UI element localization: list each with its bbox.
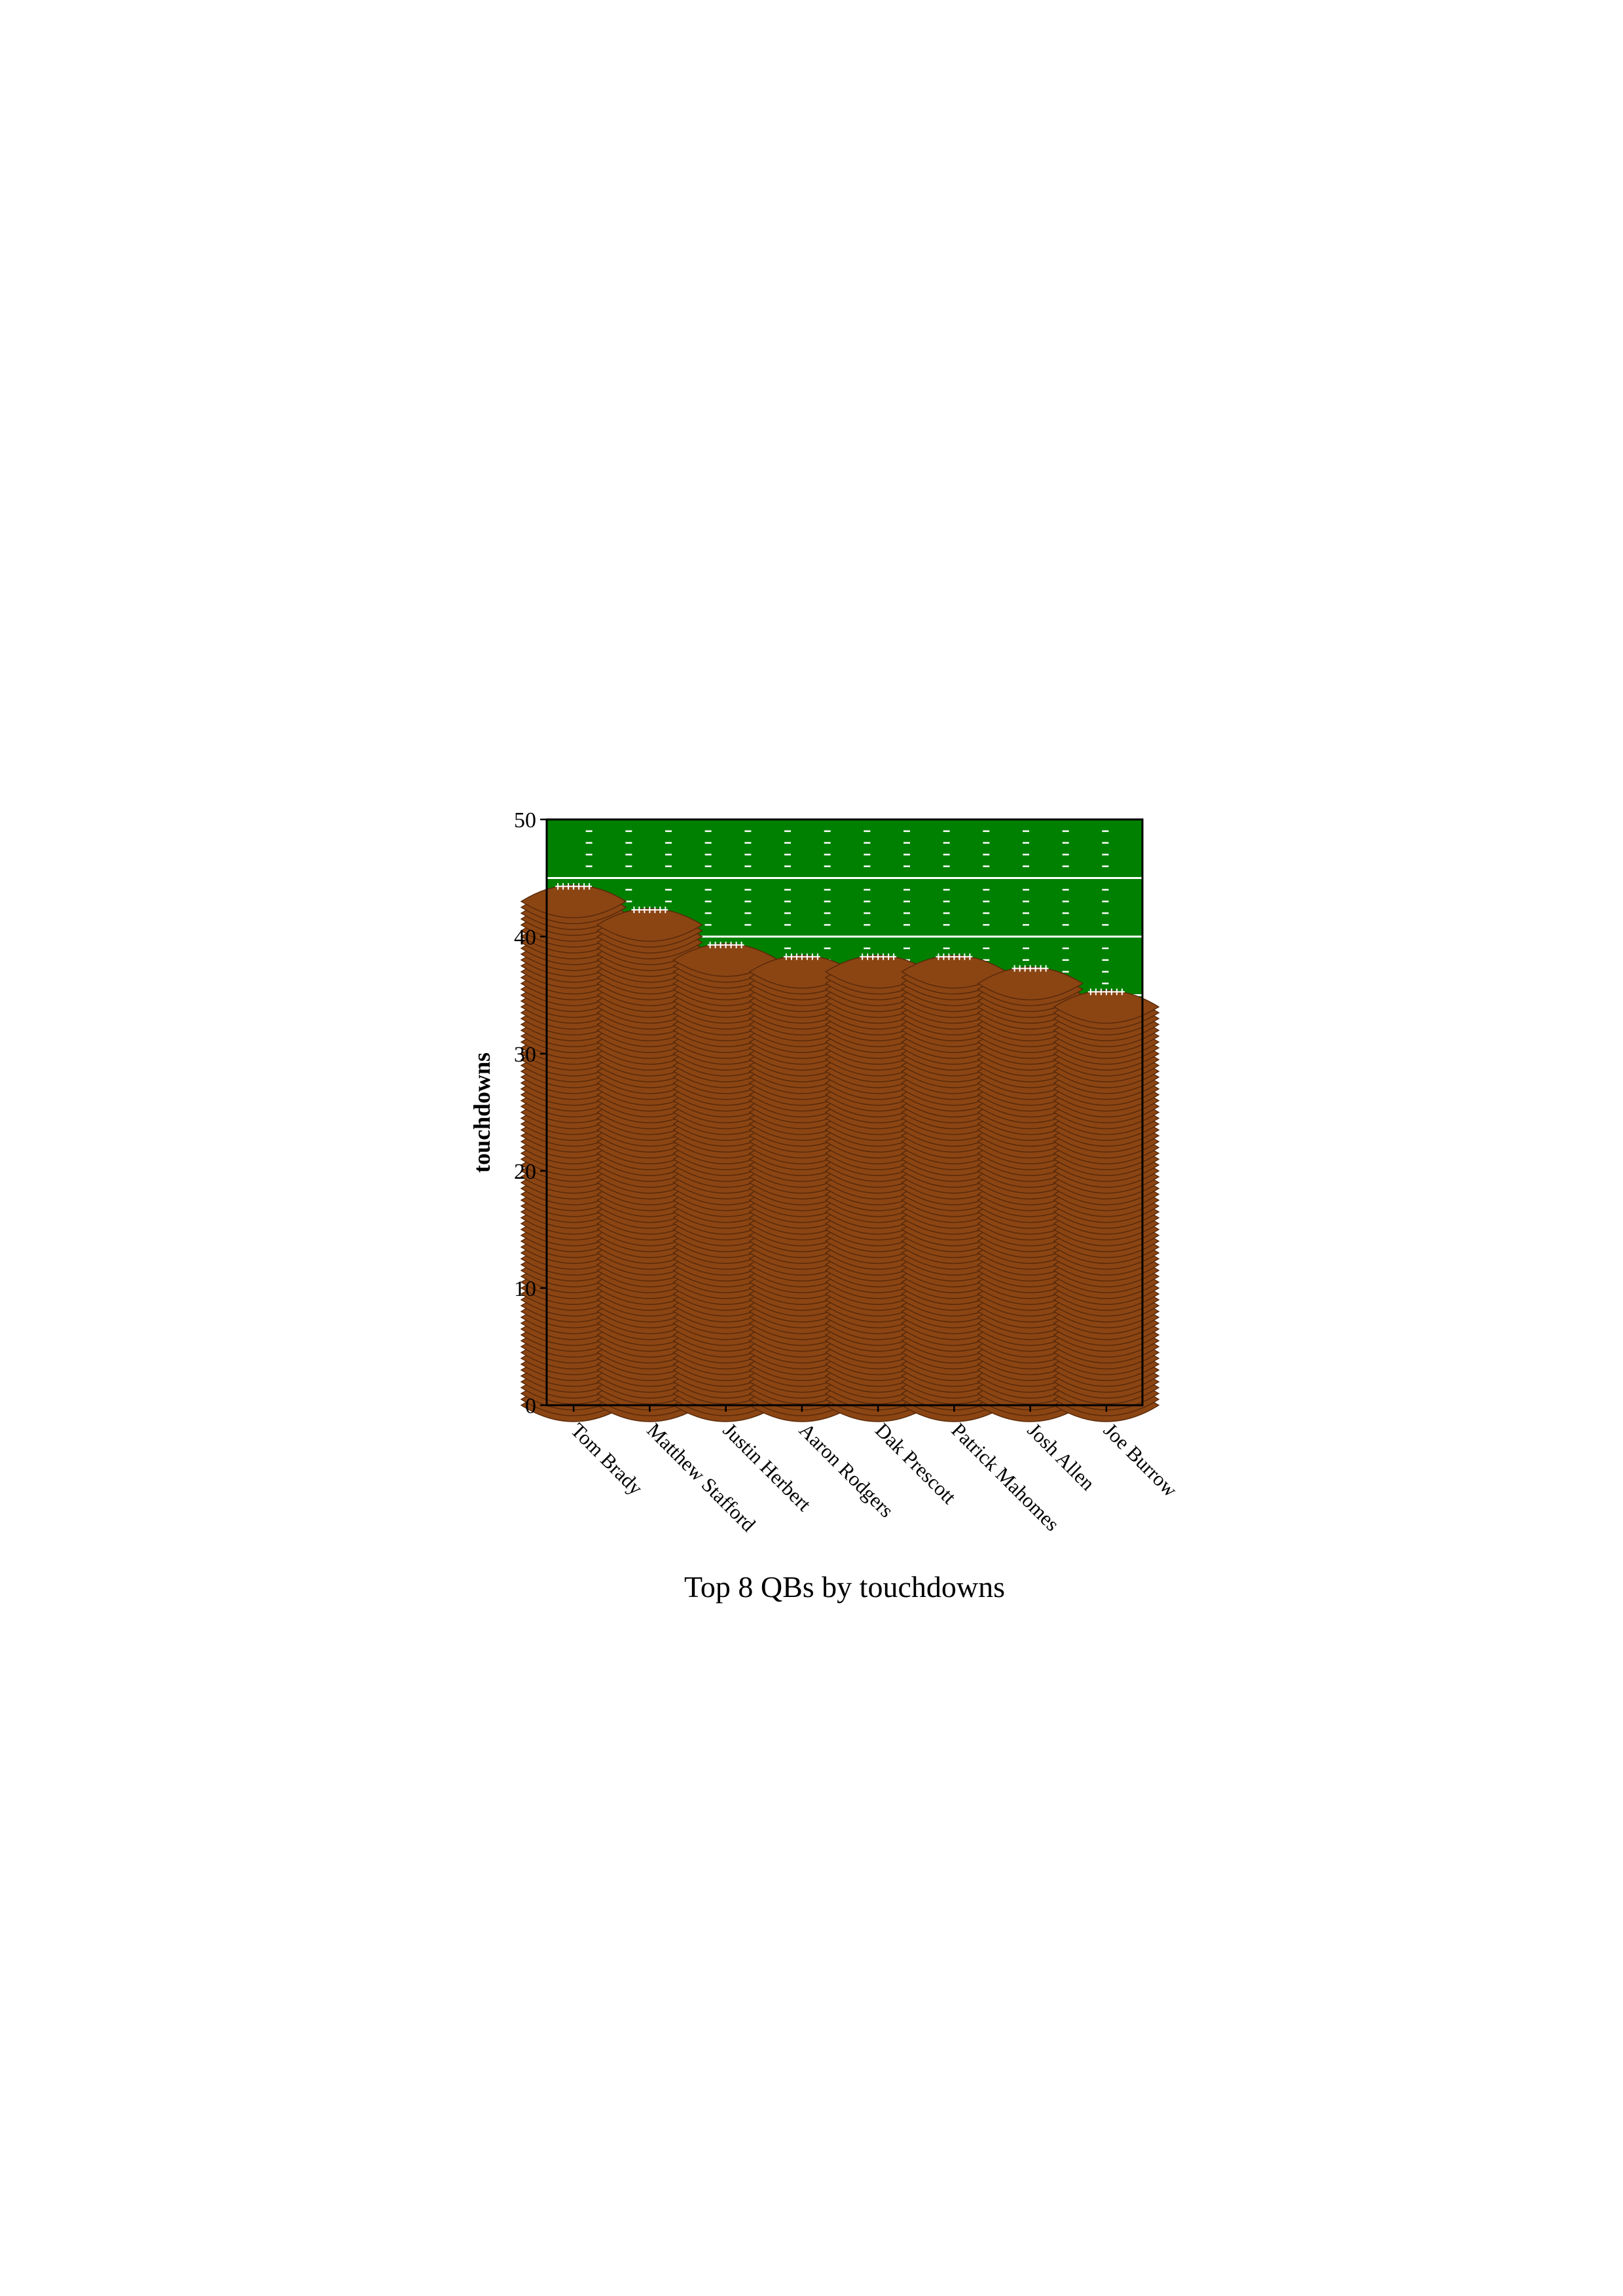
bar-stack-dak-prescott (824, 953, 932, 1422)
x-tick-label: Josh Allen (1023, 1418, 1100, 1495)
bar-stack-aaron-rodgers (748, 953, 856, 1422)
bar-stack-joe-burrow (1053, 988, 1160, 1422)
football-mark (1053, 990, 1160, 1024)
y-tick-label: 50 (514, 808, 536, 833)
bar-stack-patrick-mahomes (900, 953, 1008, 1422)
football-mark (596, 908, 703, 942)
football-mark (977, 966, 1084, 1001)
chart-axes: 0 10 20 30 40 50 (514, 808, 1144, 1418)
x-tick-label: Tom Brady (566, 1418, 647, 1499)
bar-stack-matthew-stafford (596, 906, 703, 1422)
y-tick-label: 30 (514, 1043, 536, 1067)
y-axis-label: touchdowns (469, 1052, 495, 1173)
bar-stack-josh-allen (977, 965, 1084, 1422)
y-tick-label: 20 (514, 1160, 536, 1184)
y-tick-label: 0 (525, 1394, 536, 1418)
x-tick-label: Joe Burrow (1099, 1418, 1182, 1501)
plot-frame (545, 818, 1144, 1407)
y-tick-label: 10 (514, 1277, 536, 1301)
chart-title: Top 8 QBs by touchdowns (684, 1570, 1005, 1604)
bar-stack-justin-herbert (672, 941, 780, 1422)
y-tick-label: 40 (514, 925, 536, 950)
